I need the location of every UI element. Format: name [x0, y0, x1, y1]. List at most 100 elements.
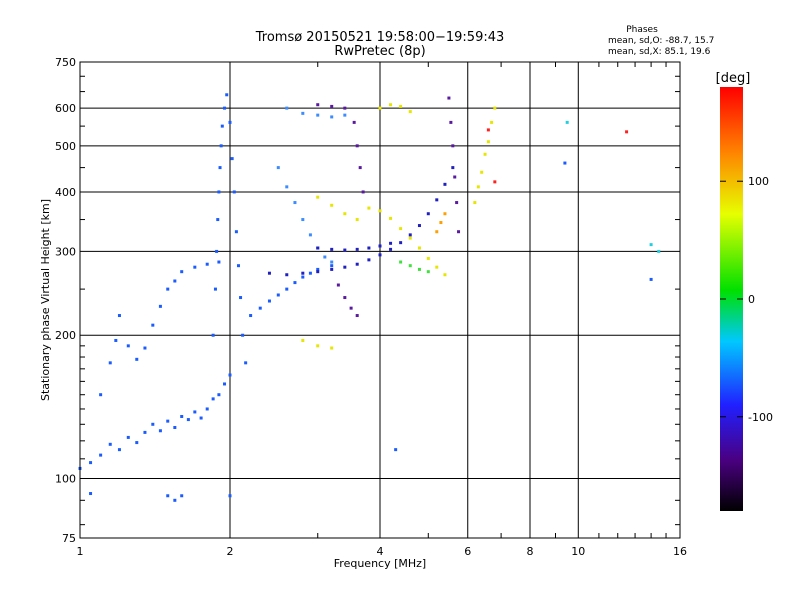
data-point	[158, 429, 162, 433]
y-tick-label: 300	[55, 245, 76, 258]
data-point	[657, 249, 661, 253]
data-point	[399, 227, 403, 231]
data-point	[285, 185, 289, 189]
data-point	[276, 166, 280, 170]
data-point	[316, 246, 320, 250]
phase-info-x: mean, sd,X: 85.1, 19.6	[608, 47, 711, 57]
data-point	[173, 425, 177, 429]
data-point	[186, 418, 190, 422]
data-point	[99, 393, 103, 397]
data-point	[490, 120, 494, 124]
data-point	[99, 453, 103, 457]
data-point	[228, 373, 232, 377]
y-tick-label: 400	[55, 186, 76, 199]
data-point	[211, 333, 215, 337]
data-point	[220, 124, 224, 128]
data-point	[349, 306, 353, 310]
data-point	[389, 216, 393, 220]
x-tick-label: 6	[464, 545, 471, 558]
data-point	[443, 212, 447, 216]
data-point	[89, 461, 93, 465]
data-point	[218, 166, 222, 170]
data-point	[316, 344, 320, 348]
data-point	[216, 218, 220, 222]
data-point	[399, 104, 403, 108]
x-tick-label: 16	[673, 545, 687, 558]
data-point	[249, 314, 253, 318]
data-point	[180, 494, 184, 498]
data-point	[355, 262, 359, 266]
data-point	[330, 346, 334, 350]
data-point	[649, 277, 653, 281]
data-point	[426, 212, 430, 216]
data-point	[367, 206, 371, 210]
data-point	[343, 248, 347, 252]
data-point	[205, 407, 209, 411]
data-point	[565, 120, 569, 124]
colorbar	[720, 87, 743, 511]
data-point	[417, 267, 421, 271]
x-tick-label: 1	[77, 545, 84, 558]
phase-info-heading: Phases	[626, 25, 658, 35]
data-point	[378, 244, 382, 248]
data-point	[143, 430, 147, 434]
data-point	[217, 393, 221, 397]
data-point	[330, 203, 334, 207]
data-point	[316, 113, 320, 117]
data-point	[455, 201, 459, 205]
data-point	[443, 182, 447, 186]
colorbar-ticks: 100 0 -100	[720, 175, 773, 424]
data-point	[417, 246, 421, 250]
data-point	[166, 287, 170, 291]
data-point	[244, 361, 248, 365]
data-point	[301, 218, 305, 222]
x-tick-label: 2	[227, 545, 234, 558]
data-point	[108, 442, 112, 446]
data-point	[457, 230, 461, 234]
scatter-points	[78, 93, 661, 502]
data-point	[336, 283, 340, 287]
data-point	[378, 209, 382, 213]
data-point	[215, 249, 219, 253]
data-point	[308, 271, 312, 275]
data-point	[301, 271, 305, 275]
data-point	[426, 256, 430, 260]
data-point	[426, 270, 430, 274]
data-point	[166, 494, 170, 498]
data-point	[117, 314, 121, 318]
data-point	[173, 498, 177, 502]
data-point	[126, 435, 130, 439]
data-point	[394, 448, 398, 452]
data-point	[223, 382, 227, 386]
data-point	[389, 103, 393, 107]
x-tick-label: 8	[527, 545, 534, 558]
data-point	[285, 273, 289, 277]
y-tick-label: 500	[55, 140, 76, 153]
data-point	[241, 333, 245, 337]
y-tick-label: 100	[55, 473, 76, 486]
y-tick-label: 600	[55, 102, 76, 115]
data-point	[361, 190, 365, 194]
data-point	[451, 144, 455, 148]
data-point	[367, 258, 371, 262]
data-point	[451, 166, 455, 170]
data-point	[285, 287, 289, 291]
data-point	[308, 233, 312, 237]
data-point	[180, 414, 184, 418]
data-point	[389, 247, 393, 251]
data-point	[258, 306, 262, 310]
data-point	[408, 233, 412, 237]
chart-title: Tromsø 20150521 19:58:00−19:59:43	[255, 30, 505, 45]
data-point	[417, 224, 421, 228]
data-point	[343, 265, 347, 269]
data-point	[330, 247, 334, 251]
data-point	[389, 241, 393, 245]
data-point	[158, 304, 162, 308]
data-point	[89, 492, 93, 496]
data-point	[343, 113, 347, 117]
data-point	[649, 243, 653, 247]
data-point	[217, 260, 221, 264]
data-point	[355, 314, 359, 318]
data-point	[232, 190, 236, 194]
